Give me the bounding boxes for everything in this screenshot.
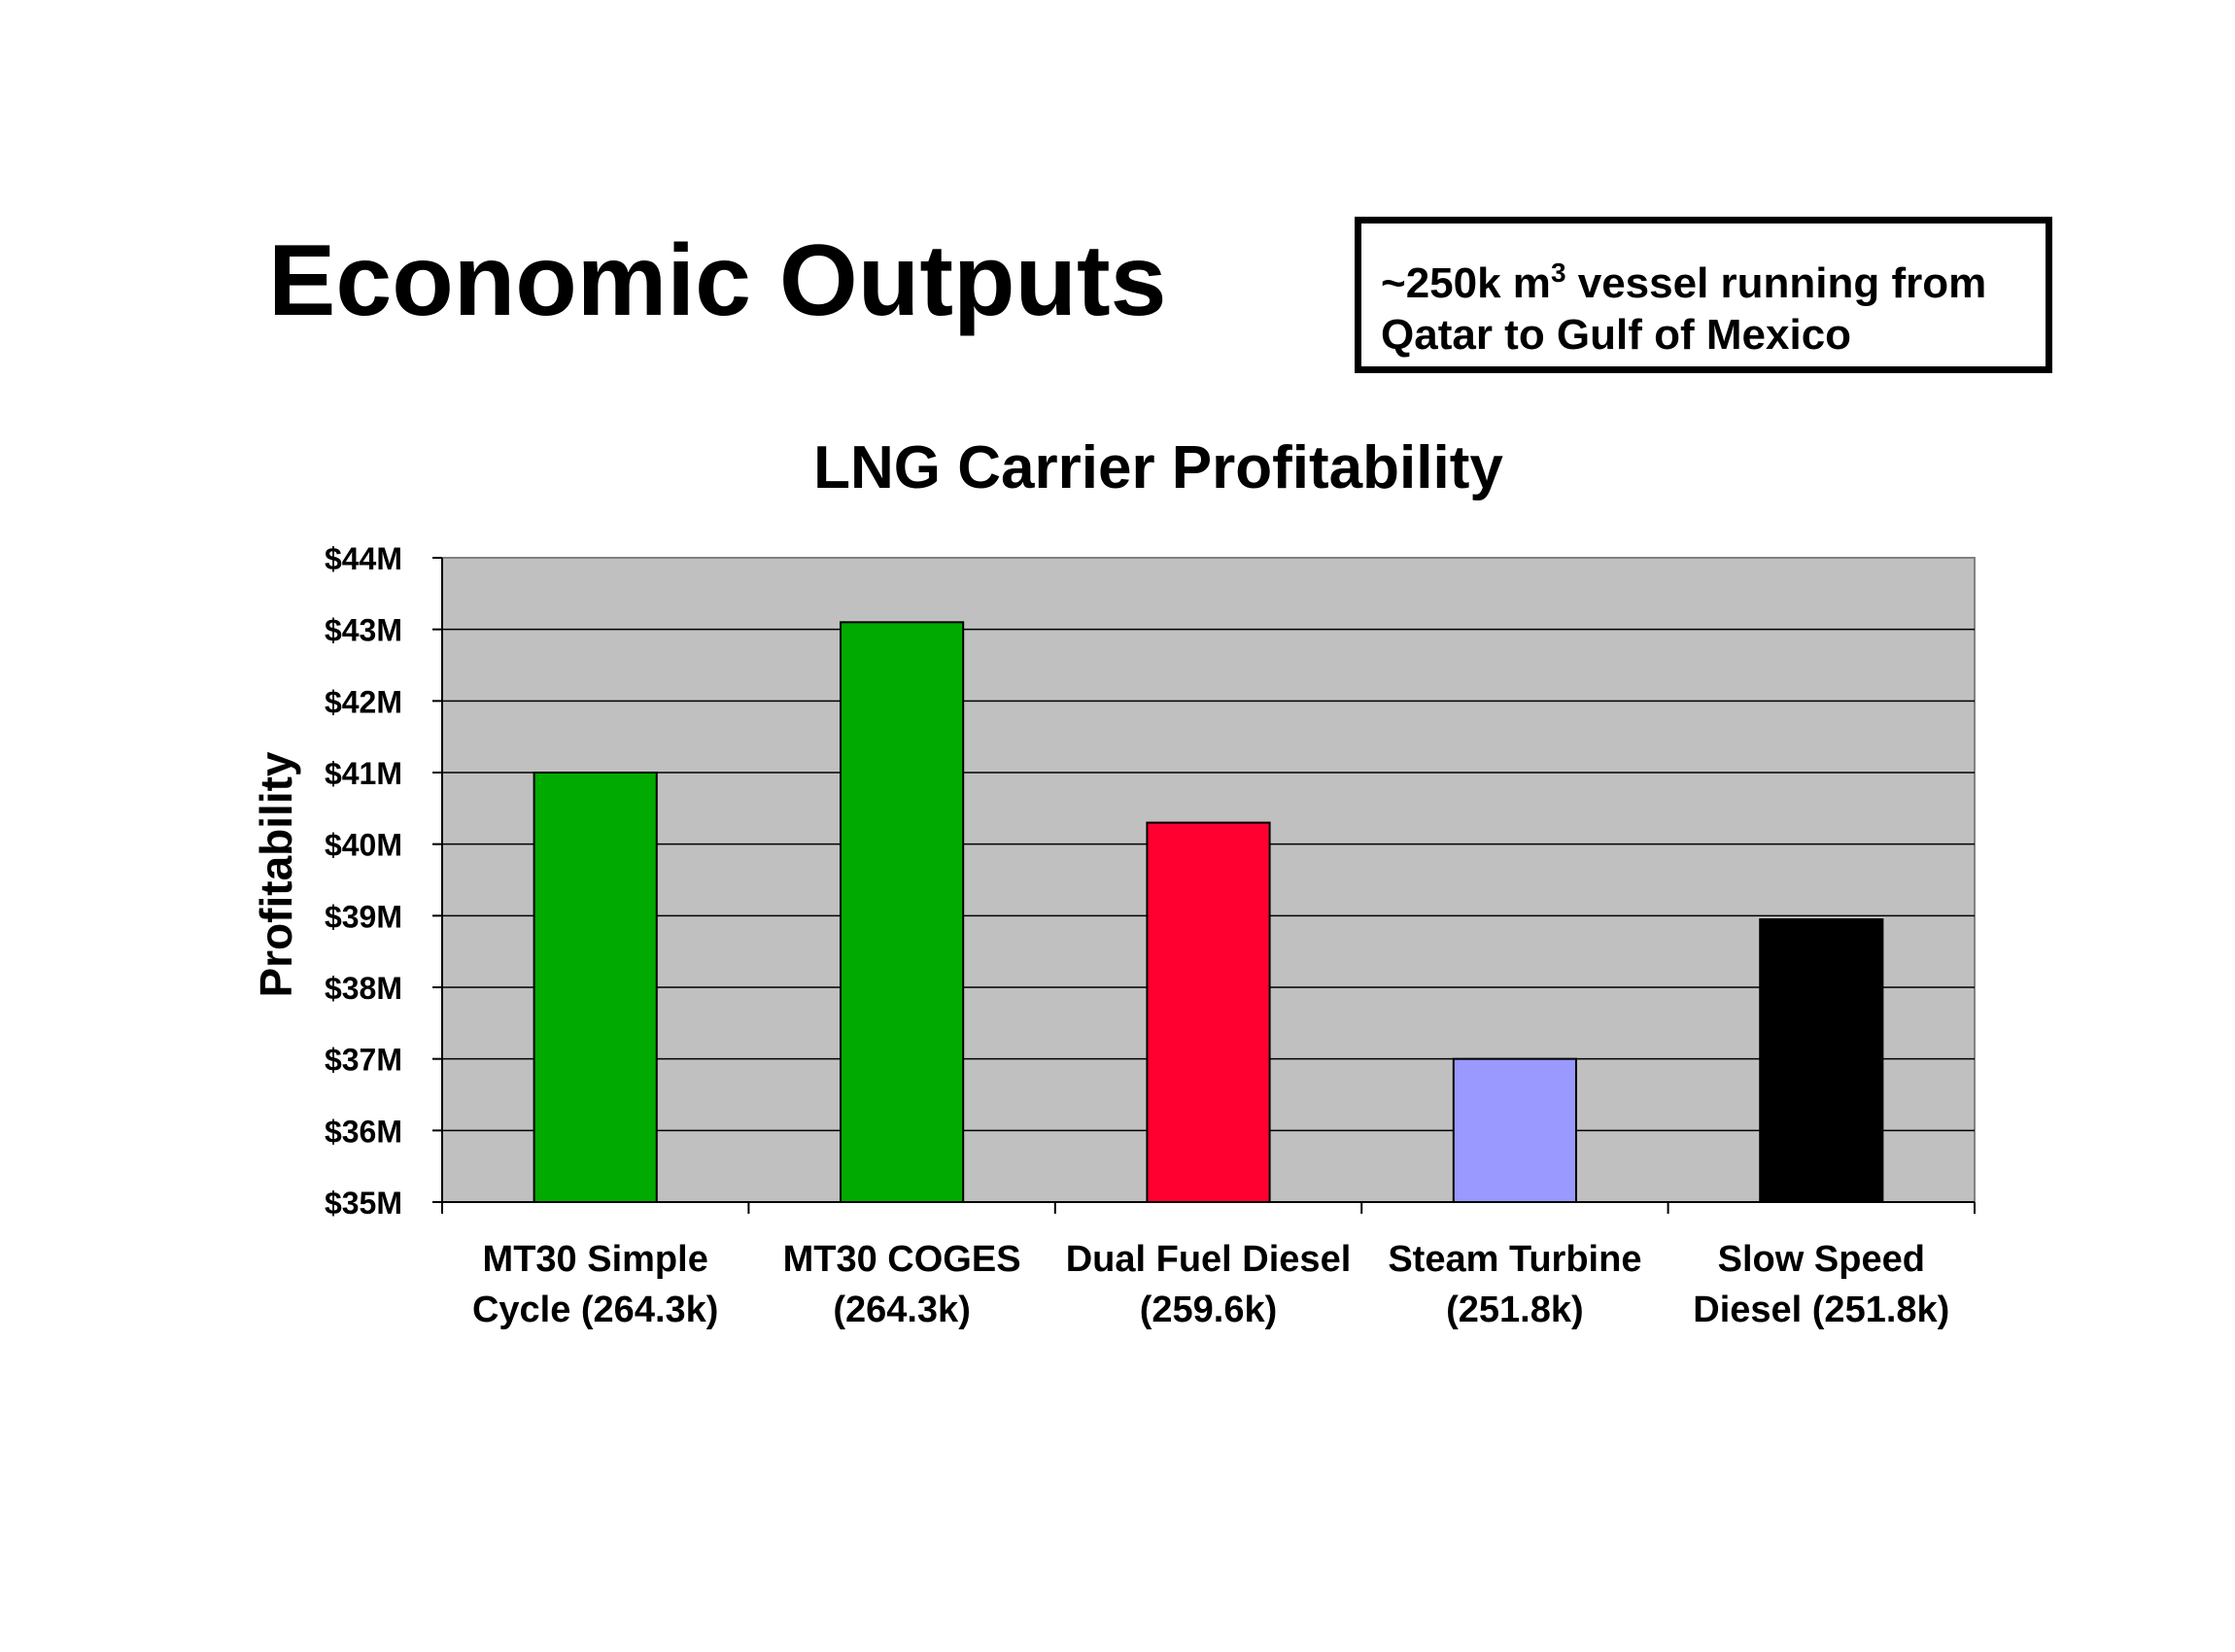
chart-title: LNG Carrier Profitability [813, 434, 1503, 501]
bar [533, 772, 658, 1203]
bar [1452, 1057, 1577, 1203]
y-axis-label: Profitability [251, 751, 301, 997]
bar [840, 621, 965, 1203]
vessel-note-line-2: Qatar to Gulf of Mexico [1381, 311, 1852, 359]
bar [1146, 821, 1271, 1203]
vessel-note-line-1: ~250k m3 vessel running from [1381, 258, 1986, 307]
y-tick-label: $43M [325, 613, 402, 648]
x-tick-label: MT30 Simple Cycle (264.3k) [472, 1239, 719, 1330]
vessel-note-box: ~250k m3 vessel running from Qatar to Gu… [1355, 217, 2052, 373]
x-tick-label: MT30 COGES (264.3k) [783, 1239, 1021, 1330]
y-tick-label: $36M [325, 1114, 402, 1149]
x-tick-labels: MT30 Simple Cycle (264.3k) MT30 COGES (264.… [472, 1239, 1949, 1330]
y-tick-label: $39M [325, 899, 402, 934]
slide-title: Economic Outputs [268, 224, 1167, 337]
y-tick-label: $40M [325, 828, 402, 863]
bars [533, 621, 1884, 1203]
y-tick-label: $41M [325, 756, 402, 791]
y-tick-labels: $35M $36M $37M $38M $39M $40M $41M $42M $43M $44M [325, 541, 402, 1221]
bar [1759, 918, 1884, 1203]
vessel-note-prefix: ~250k m [1381, 259, 1551, 307]
vessel-note-rest: vessel running from [1565, 259, 1987, 307]
x-tick-label: Steam Turbine (251.8k) [1388, 1239, 1641, 1330]
y-tick-label: $42M [325, 684, 402, 719]
x-tick-label: Slow Speed Diesel (251.8k) [1693, 1239, 1949, 1330]
vessel-note-superscript: 3 [1550, 258, 1566, 288]
y-tick-label: $44M [325, 541, 402, 576]
axes [432, 557, 1976, 1214]
x-tick-label: Dual Fuel Diesel (259.6k) [1066, 1239, 1352, 1330]
y-tick-label: $38M [325, 971, 402, 1006]
y-tick-label: $35M [325, 1186, 402, 1221]
y-tick-label: $37M [325, 1043, 402, 1078]
